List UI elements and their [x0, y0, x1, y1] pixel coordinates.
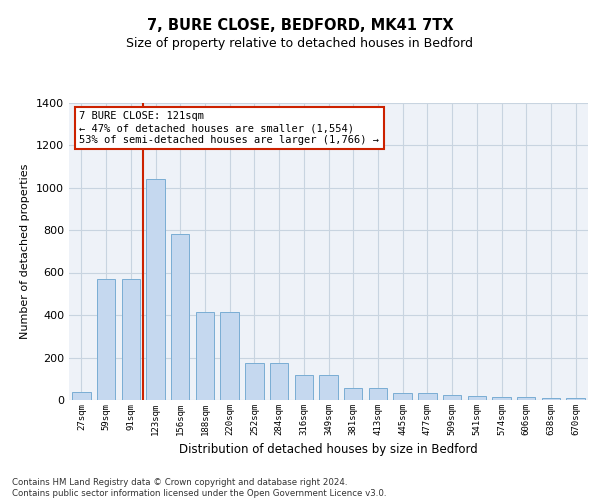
Bar [72, 392, 91, 400]
Bar [319, 374, 338, 400]
Bar [566, 398, 585, 400]
Bar [542, 398, 560, 400]
Bar [245, 363, 263, 400]
X-axis label: Distribution of detached houses by size in Bedford: Distribution of detached houses by size … [179, 444, 478, 456]
Bar [122, 279, 140, 400]
Bar [344, 388, 362, 400]
Bar [443, 394, 461, 400]
Y-axis label: Number of detached properties: Number of detached properties [20, 164, 31, 339]
Bar [467, 396, 486, 400]
Bar [368, 388, 387, 400]
Text: Size of property relative to detached houses in Bedford: Size of property relative to detached ho… [127, 38, 473, 51]
Bar [295, 374, 313, 400]
Bar [492, 397, 511, 400]
Bar [97, 279, 115, 400]
Bar [394, 392, 412, 400]
Text: 7 BURE CLOSE: 121sqm
← 47% of detached houses are smaller (1,554)
53% of semi-de: 7 BURE CLOSE: 121sqm ← 47% of detached h… [79, 112, 379, 144]
Bar [171, 234, 190, 400]
Bar [517, 397, 535, 400]
Bar [270, 363, 289, 400]
Bar [146, 179, 165, 400]
Bar [196, 312, 214, 400]
Bar [418, 392, 437, 400]
Text: Contains HM Land Registry data © Crown copyright and database right 2024.
Contai: Contains HM Land Registry data © Crown c… [12, 478, 386, 498]
Bar [220, 312, 239, 400]
Text: 7, BURE CLOSE, BEDFORD, MK41 7TX: 7, BURE CLOSE, BEDFORD, MK41 7TX [146, 18, 454, 32]
